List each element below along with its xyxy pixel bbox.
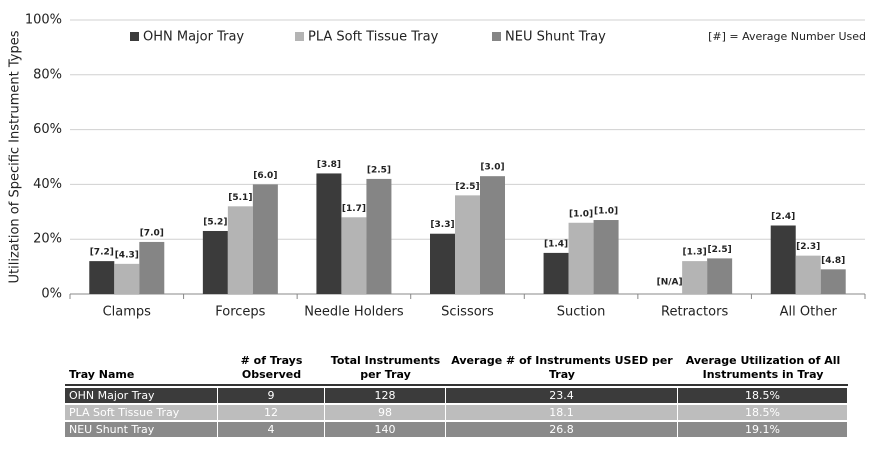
table-cell: 19.1% <box>678 422 848 437</box>
annotation: [#] = Average Number Used <box>708 30 866 43</box>
table-row: NEU Shunt Tray 4 140 26.8 19.1% <box>65 422 848 437</box>
bar <box>430 233 455 294</box>
column-header: Tray Name <box>65 354 218 386</box>
bar <box>316 173 342 294</box>
x-tick-label: Retractors <box>661 305 728 320</box>
summary-table: Tray Name # of Trays Observed Total Instru… <box>65 352 848 439</box>
column-header: # of Trays Observed <box>218 354 325 386</box>
bar-annotation: [4.3] <box>115 250 139 260</box>
chart: Utilization of Specific Instrument Types… <box>8 13 867 320</box>
table-cell: 128 <box>325 388 446 403</box>
bar-annotation: [N/A] <box>657 278 683 288</box>
column-header: Average # of Instruments USED per Tray <box>446 354 678 386</box>
table-cell: PLA Soft Tissue Tray <box>65 405 218 420</box>
bar-annotation: [1.4] <box>544 239 568 249</box>
x-tick-label: All Other <box>780 305 838 320</box>
bar <box>568 222 594 294</box>
column-header: Total Instruments per Tray <box>325 354 446 386</box>
table-cell: 9 <box>218 388 325 403</box>
bar-annotation: [2.3] <box>796 242 820 252</box>
bar-annotation: [1.7] <box>342 204 366 214</box>
y-tick-label: 100% <box>25 13 62 28</box>
bar-annotation: [4.8] <box>821 256 845 266</box>
bar-annotation: [1.0] <box>569 209 593 219</box>
bar <box>770 225 796 294</box>
table-cell: 12 <box>218 405 325 420</box>
bar <box>227 206 253 294</box>
bar <box>820 269 846 294</box>
bar-annotation: [5.1] <box>228 193 252 203</box>
bar <box>682 261 708 294</box>
y-tick-label: 80% <box>33 67 62 82</box>
x-tick-label: Clamps <box>103 305 152 320</box>
bar-annotation: [7.0] <box>140 228 164 238</box>
legend-swatch <box>130 32 139 41</box>
x-tick-label: Forceps <box>215 305 265 320</box>
legend-swatch <box>295 32 304 41</box>
bar-annotation: [2.5] <box>367 165 391 175</box>
bar-annotation: [1.0] <box>594 207 618 217</box>
y-tick-label: 20% <box>33 232 62 247</box>
table-row: OHN Major Tray 9 128 23.4 18.5% <box>65 388 848 403</box>
table-cell: OHN Major Tray <box>65 388 218 403</box>
bar-annotation: [7.2] <box>90 248 114 258</box>
bar <box>114 263 140 294</box>
table-cell: 4 <box>218 422 325 437</box>
bar-annotation: [2.4] <box>771 212 795 222</box>
bar <box>139 241 165 294</box>
bar-annotation: [6.0] <box>253 171 277 181</box>
legend-swatch <box>492 32 501 41</box>
bar <box>593 220 619 294</box>
bar-annotation: [1.3] <box>683 248 707 258</box>
bar-annotation: [3.8] <box>317 160 341 170</box>
y-tick-label: 0% <box>41 287 62 302</box>
y-tick-label: 60% <box>33 122 62 137</box>
bar-annotation: [5.2] <box>203 217 227 227</box>
bar-annotation: [2.5] <box>455 182 479 192</box>
bar <box>341 217 367 294</box>
table-cell: 98 <box>325 405 446 420</box>
table-cell: 18.1 <box>446 405 678 420</box>
bar <box>480 176 505 294</box>
table-cell: 26.8 <box>446 422 678 437</box>
bar-annotation: [3.3] <box>430 220 454 230</box>
bar <box>202 230 228 294</box>
x-tick-label: Needle Holders <box>304 305 404 320</box>
y-axis-label: Utilization of Specific Instrument Types <box>8 30 23 283</box>
bar <box>707 258 733 294</box>
x-tick-label: Scissors <box>441 305 494 320</box>
x-tick-label: Suction <box>557 305 606 320</box>
bar <box>795 255 821 294</box>
legend-label: OHN Major Tray <box>143 30 244 45</box>
bar-annotation: [2.5] <box>708 245 732 255</box>
bar <box>455 195 480 294</box>
table-row: PLA Soft Tissue Tray 12 98 18.1 18.5% <box>65 405 848 420</box>
bar <box>543 252 569 294</box>
bar-annotation: [3.0] <box>480 163 504 173</box>
table-cell: NEU Shunt Tray <box>65 422 218 437</box>
table-cell: 23.4 <box>446 388 678 403</box>
table-cell: 18.5% <box>678 405 848 420</box>
legend-label: PLA Soft Tissue Tray <box>308 30 439 45</box>
bar <box>366 178 392 294</box>
header-row: Tray Name # of Trays Observed Total Instru… <box>65 354 848 386</box>
column-header: Average Utilization of All Instruments i… <box>678 354 848 386</box>
y-tick-label: 40% <box>33 177 62 192</box>
table-cell: 18.5% <box>678 388 848 403</box>
legend-label: NEU Shunt Tray <box>505 30 606 45</box>
table-cell: 140 <box>325 422 446 437</box>
bar <box>89 261 115 294</box>
bar <box>252 184 278 294</box>
